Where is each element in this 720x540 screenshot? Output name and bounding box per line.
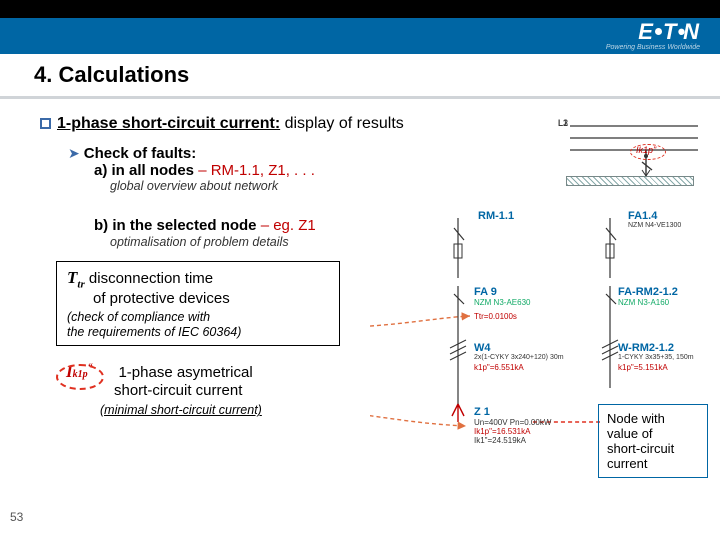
lbl-z1a: Un=400V Pn=0.00kW: [474, 418, 551, 427]
lbl-farmb: NZM N3-A160: [618, 298, 669, 307]
slide: ET•N Powering Business Worldwide 4. Calc…: [0, 0, 720, 540]
b2b-dash: – eg. Z1: [257, 217, 316, 234]
ttr-paren2: the requirements of IEC 60364): [67, 325, 329, 339]
b2a-dash: – RM-1.1, Z1, . . .: [194, 162, 315, 179]
ttr-line1: Ttr disconnection time: [67, 268, 329, 290]
lbl-w4b: 2x(1-CYKY 3x240+120) 30m: [474, 354, 564, 361]
ik-desc1: 1-phase asymetrical: [118, 364, 252, 381]
lbl-z1c: Ik1"=24.519kA: [474, 436, 526, 445]
ground-hatch: [566, 176, 694, 186]
brand-tagline: Powering Business Worldwide: [606, 44, 700, 51]
lbl-ttr-val: Ttr=0.0100s: [474, 312, 517, 321]
lbl-w4: W4: [474, 342, 491, 354]
slide-title: 4. Calculations: [34, 62, 189, 88]
lbl-fa14b: NZM N4-VE1300: [628, 222, 681, 229]
lbl-fa14: FA1.4: [628, 210, 657, 222]
ttr-symbol: Ttr: [67, 268, 85, 287]
ttr-rest: disconnection time: [85, 270, 213, 287]
lbl-wrmc: k1p"=5.151kA: [618, 363, 668, 372]
b2b-text: b) in the selected node: [94, 217, 257, 234]
lbl-fa9: FA 9: [474, 286, 497, 298]
lbl-z1: Z 1: [474, 406, 490, 418]
check-of-faults: Check of faults:: [84, 145, 197, 162]
bullet-1-underlined: 1-phase short-circuit current:: [57, 115, 280, 132]
lbl-wrmb: 1-CYKY 3x35+35, 150m: [618, 354, 694, 361]
page-number: 53: [10, 510, 23, 524]
lbl-wrm: W-RM2-1.2: [618, 342, 674, 354]
lbl-rm11: RM-1.1: [478, 210, 514, 222]
square-bullet-icon: [40, 118, 51, 129]
lbl-fa9b: NZM N3-AE630: [474, 298, 530, 307]
brand-logo: ET•N: [638, 19, 700, 45]
node-value-box: Node with value of short-circuit current: [598, 404, 708, 478]
ttr-box: Ttr disconnection time of protective dev…: [56, 261, 340, 346]
header-black-bar: [0, 0, 720, 18]
lbl-farm: FA-RM2-1.2: [618, 286, 678, 298]
node-box-l2: short-circuit current: [607, 441, 699, 471]
node-box-l1: Node with value of: [607, 411, 699, 441]
ttr-paren1: (check of compliance with: [67, 310, 329, 324]
lbl-z1b: Ik1p"=16.531kA: [474, 427, 530, 436]
ik-marker-label: Ik1p": [636, 145, 656, 155]
arrow-bullet-icon: ➤: [68, 145, 80, 161]
title-rule: [0, 96, 720, 99]
lbl-l3: L3: [558, 118, 568, 128]
diagram: L1 L2 L3 Ik1p" RM-1.1 FA1.4 NZM N4-VE130…: [370, 118, 702, 488]
b2a-text: a) in all nodes: [94, 162, 194, 179]
ttr-line2: of protective devices: [67, 290, 329, 307]
ik-row: Ik1p“ 1-phase asymetrical short-circuit …: [56, 362, 340, 399]
lbl-w4c: k1p"=6.551kA: [474, 363, 524, 372]
